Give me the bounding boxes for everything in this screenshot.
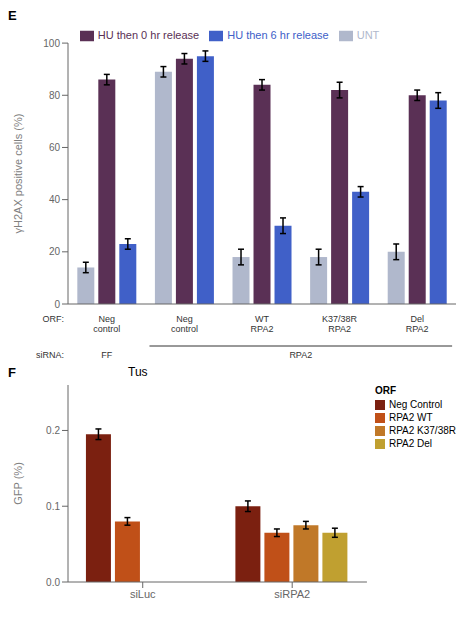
svg-text:WT: WT xyxy=(255,314,269,324)
svg-text:GFP (%): GFP (%) xyxy=(12,462,24,505)
html-text:Neg Control: Neg Control xyxy=(388,399,443,410)
svg-text:RPA2: RPA2 xyxy=(406,324,429,334)
svg-text:0.1: 0.1 xyxy=(46,501,60,512)
svg-text:Neg: Neg xyxy=(99,314,116,324)
svg-text:FF: FF xyxy=(101,350,112,360)
svg-text:0.0: 0.0 xyxy=(46,577,60,588)
html-text:E: E xyxy=(8,8,17,23)
svg-text:siRPA2: siRPA2 xyxy=(274,588,310,600)
svg-text:control: control xyxy=(93,324,120,334)
svg-text:control: control xyxy=(171,324,198,334)
svg-text:80: 80 xyxy=(49,90,61,101)
html-text:RPA2 K37/38R: RPA2 K37/38R xyxy=(388,425,456,436)
html-text:HU then 0 hr release: HU then 0 hr release xyxy=(97,29,200,41)
html-text:ORF: ORF xyxy=(374,385,396,396)
html-text:UNT: UNT xyxy=(356,29,380,41)
svg-text:40: 40 xyxy=(49,194,61,205)
svg-text:ORF:: ORF: xyxy=(43,314,65,324)
svg-text:60: 60 xyxy=(49,142,61,153)
svg-text:0: 0 xyxy=(54,299,60,310)
svg-text:20: 20 xyxy=(49,246,61,257)
svg-text:siRNA:: siRNA: xyxy=(36,350,64,360)
svg-text:RPA2: RPA2 xyxy=(289,350,312,360)
html-text:RPA2 WT: RPA2 WT xyxy=(388,412,433,423)
svg-text:siLuc: siLuc xyxy=(130,588,156,600)
html-text:Tus: Tus xyxy=(128,365,148,379)
html-text:HU then 6 hr release: HU then 6 hr release xyxy=(227,29,329,41)
html-text:F: F xyxy=(8,364,16,380)
svg-text:RPA2: RPA2 xyxy=(251,324,274,334)
html-text:RPA2 Del: RPA2 Del xyxy=(388,438,433,449)
svg-text:RPA2: RPA2 xyxy=(328,324,351,334)
svg-text:Del: Del xyxy=(410,314,424,324)
svg-text:100: 100 xyxy=(43,38,60,49)
svg-text:0.2: 0.2 xyxy=(46,425,60,436)
svg-text:Neg: Neg xyxy=(176,314,193,324)
svg-text:K37/38R: K37/38R xyxy=(322,314,358,324)
svg-text:γH2AX positive cells (%): γH2AX positive cells (%) xyxy=(12,114,24,234)
